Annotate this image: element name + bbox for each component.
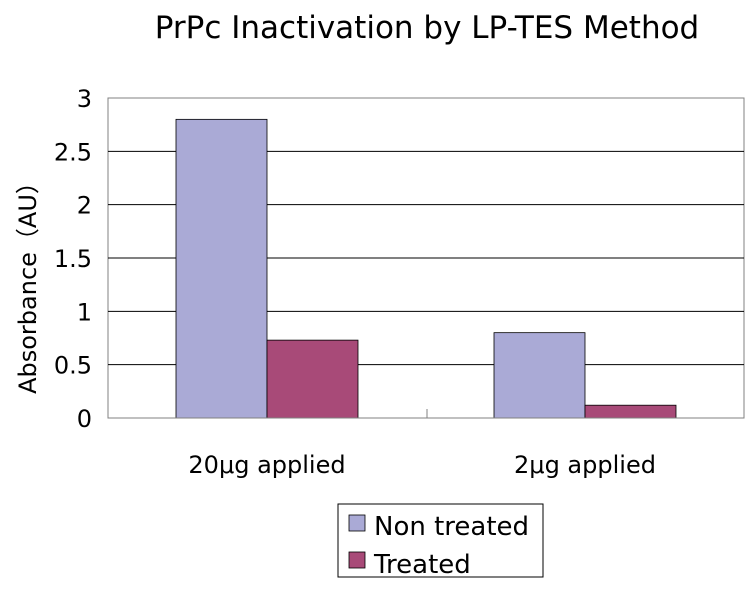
bar-treated-1 [584,404,677,419]
legend: Non treated Treated [337,503,544,580]
legend-swatch-treated [348,551,366,569]
x-category-label: 2μg applied [514,451,656,479]
y-tick-label: 2.5 [54,138,92,166]
chart-title: PrPc Inactivation by LP-TES Method [155,10,699,46]
bar-treated-0 [266,339,359,419]
legend-swatch-non-treated [348,514,366,532]
legend-label-non-treated: Non treated [374,512,529,542]
y-tick-label: 0 [77,405,92,433]
y-tick-label: 2 [77,192,92,220]
plot-area [107,97,745,419]
bar-non-treated-0 [175,118,268,419]
y-axis-label: Absorbance（AU） [14,170,42,394]
bars [175,118,677,419]
bar-non-treated-1 [493,332,586,419]
x-category-labels: 20μg applied 2μg applied [188,451,656,479]
y-tick-label: 1.5 [54,245,92,273]
y-tick-label: 3 [77,85,92,113]
legend-label-treated: Treated [373,550,471,580]
y-tick-labels: 0 0.5 1 1.5 2 2.5 3 [54,85,92,433]
y-tick-label: 0.5 [54,352,92,380]
legend-box [337,503,544,578]
x-category-label: 20μg applied [188,451,345,479]
y-tick-label: 1 [77,298,92,326]
